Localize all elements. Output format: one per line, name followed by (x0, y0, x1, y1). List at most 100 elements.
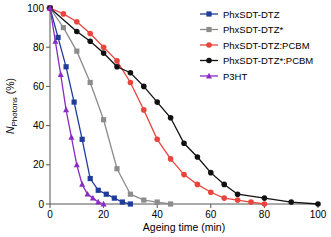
point (195, 182, 201, 188)
point (315, 201, 321, 207)
series-line (50, 8, 104, 204)
point (168, 156, 174, 162)
point (47, 5, 52, 10)
legend-marker (206, 42, 212, 48)
y-tick (46, 125, 50, 126)
point (47, 5, 53, 11)
point (74, 29, 80, 35)
point (74, 19, 80, 25)
point (72, 99, 77, 104)
point (128, 80, 134, 86)
point (87, 31, 93, 37)
point (47, 5, 53, 11)
x-tick-label: 100 (310, 209, 327, 220)
point (95, 199, 101, 205)
series (47, 5, 267, 207)
series (47, 5, 173, 206)
point (85, 191, 91, 197)
point (96, 188, 101, 193)
y-tick-label: 100 (27, 3, 44, 14)
point (168, 115, 174, 121)
legend-label: PhxSDT-DTZ (223, 9, 280, 20)
point (262, 195, 268, 201)
point (128, 70, 134, 76)
series-line (50, 8, 264, 204)
point (101, 50, 107, 56)
y-tick (46, 164, 50, 165)
y-axis (50, 8, 51, 204)
y-axis-label: NPhotons (%) (4, 78, 19, 134)
x-tick (210, 204, 211, 208)
point (248, 199, 254, 205)
y-tick-label: 0 (38, 199, 44, 210)
point (181, 172, 187, 178)
y-tick (46, 47, 50, 48)
point (141, 197, 146, 202)
point (63, 64, 68, 69)
point (154, 99, 160, 105)
x-tick (50, 204, 51, 208)
point (101, 201, 107, 207)
x-tick-label: 40 (152, 209, 164, 220)
point (208, 170, 214, 176)
legend-marker (206, 73, 212, 79)
point (120, 199, 125, 204)
point (61, 25, 66, 30)
x-axis (50, 204, 318, 205)
point (79, 181, 85, 187)
point (88, 80, 93, 85)
x-axis-label: Ageing time (min) (143, 221, 225, 233)
point (221, 182, 227, 188)
point (262, 201, 268, 207)
point (112, 196, 117, 201)
point (88, 176, 93, 181)
series-line (50, 8, 130, 204)
point (58, 71, 64, 77)
x-tick-label: 20 (98, 209, 110, 220)
y-tick (46, 86, 50, 87)
point (141, 84, 147, 90)
plot-area (47, 5, 321, 207)
point (55, 35, 60, 40)
point (141, 107, 147, 113)
legend-label: PhxSDT-DTZ*:PCBM (223, 55, 313, 66)
point (168, 201, 173, 206)
chart: 020406080100020406080100Ageing time (min… (0, 0, 331, 237)
point (61, 11, 67, 17)
point (74, 162, 80, 168)
y-label-part: (%) (4, 78, 16, 97)
y-tick-label: 20 (33, 159, 45, 170)
point (52, 38, 58, 44)
point (208, 189, 214, 195)
x-tick-label: 60 (205, 209, 217, 220)
point (154, 137, 160, 143)
x-tick-label: 0 (47, 209, 53, 220)
legend-marker (206, 11, 211, 16)
point (47, 5, 53, 11)
legend-marker (206, 27, 211, 32)
point (114, 58, 120, 64)
series-line (50, 8, 318, 204)
point (101, 117, 106, 122)
point (128, 201, 133, 206)
series-line (50, 8, 171, 204)
point (63, 107, 69, 113)
y-tick-label: 40 (33, 120, 45, 131)
y-tick (46, 204, 50, 205)
point (155, 199, 160, 204)
point (235, 191, 241, 197)
legend-marker (206, 58, 212, 64)
point (80, 137, 85, 142)
point (181, 140, 187, 146)
point (114, 166, 119, 171)
point (47, 5, 52, 10)
point (101, 44, 107, 50)
point (87, 39, 93, 45)
point (195, 154, 201, 160)
point (235, 197, 241, 203)
series (47, 5, 107, 207)
y-tick-label: 60 (33, 81, 45, 92)
point (128, 192, 133, 197)
point (90, 195, 96, 201)
point (114, 64, 120, 70)
